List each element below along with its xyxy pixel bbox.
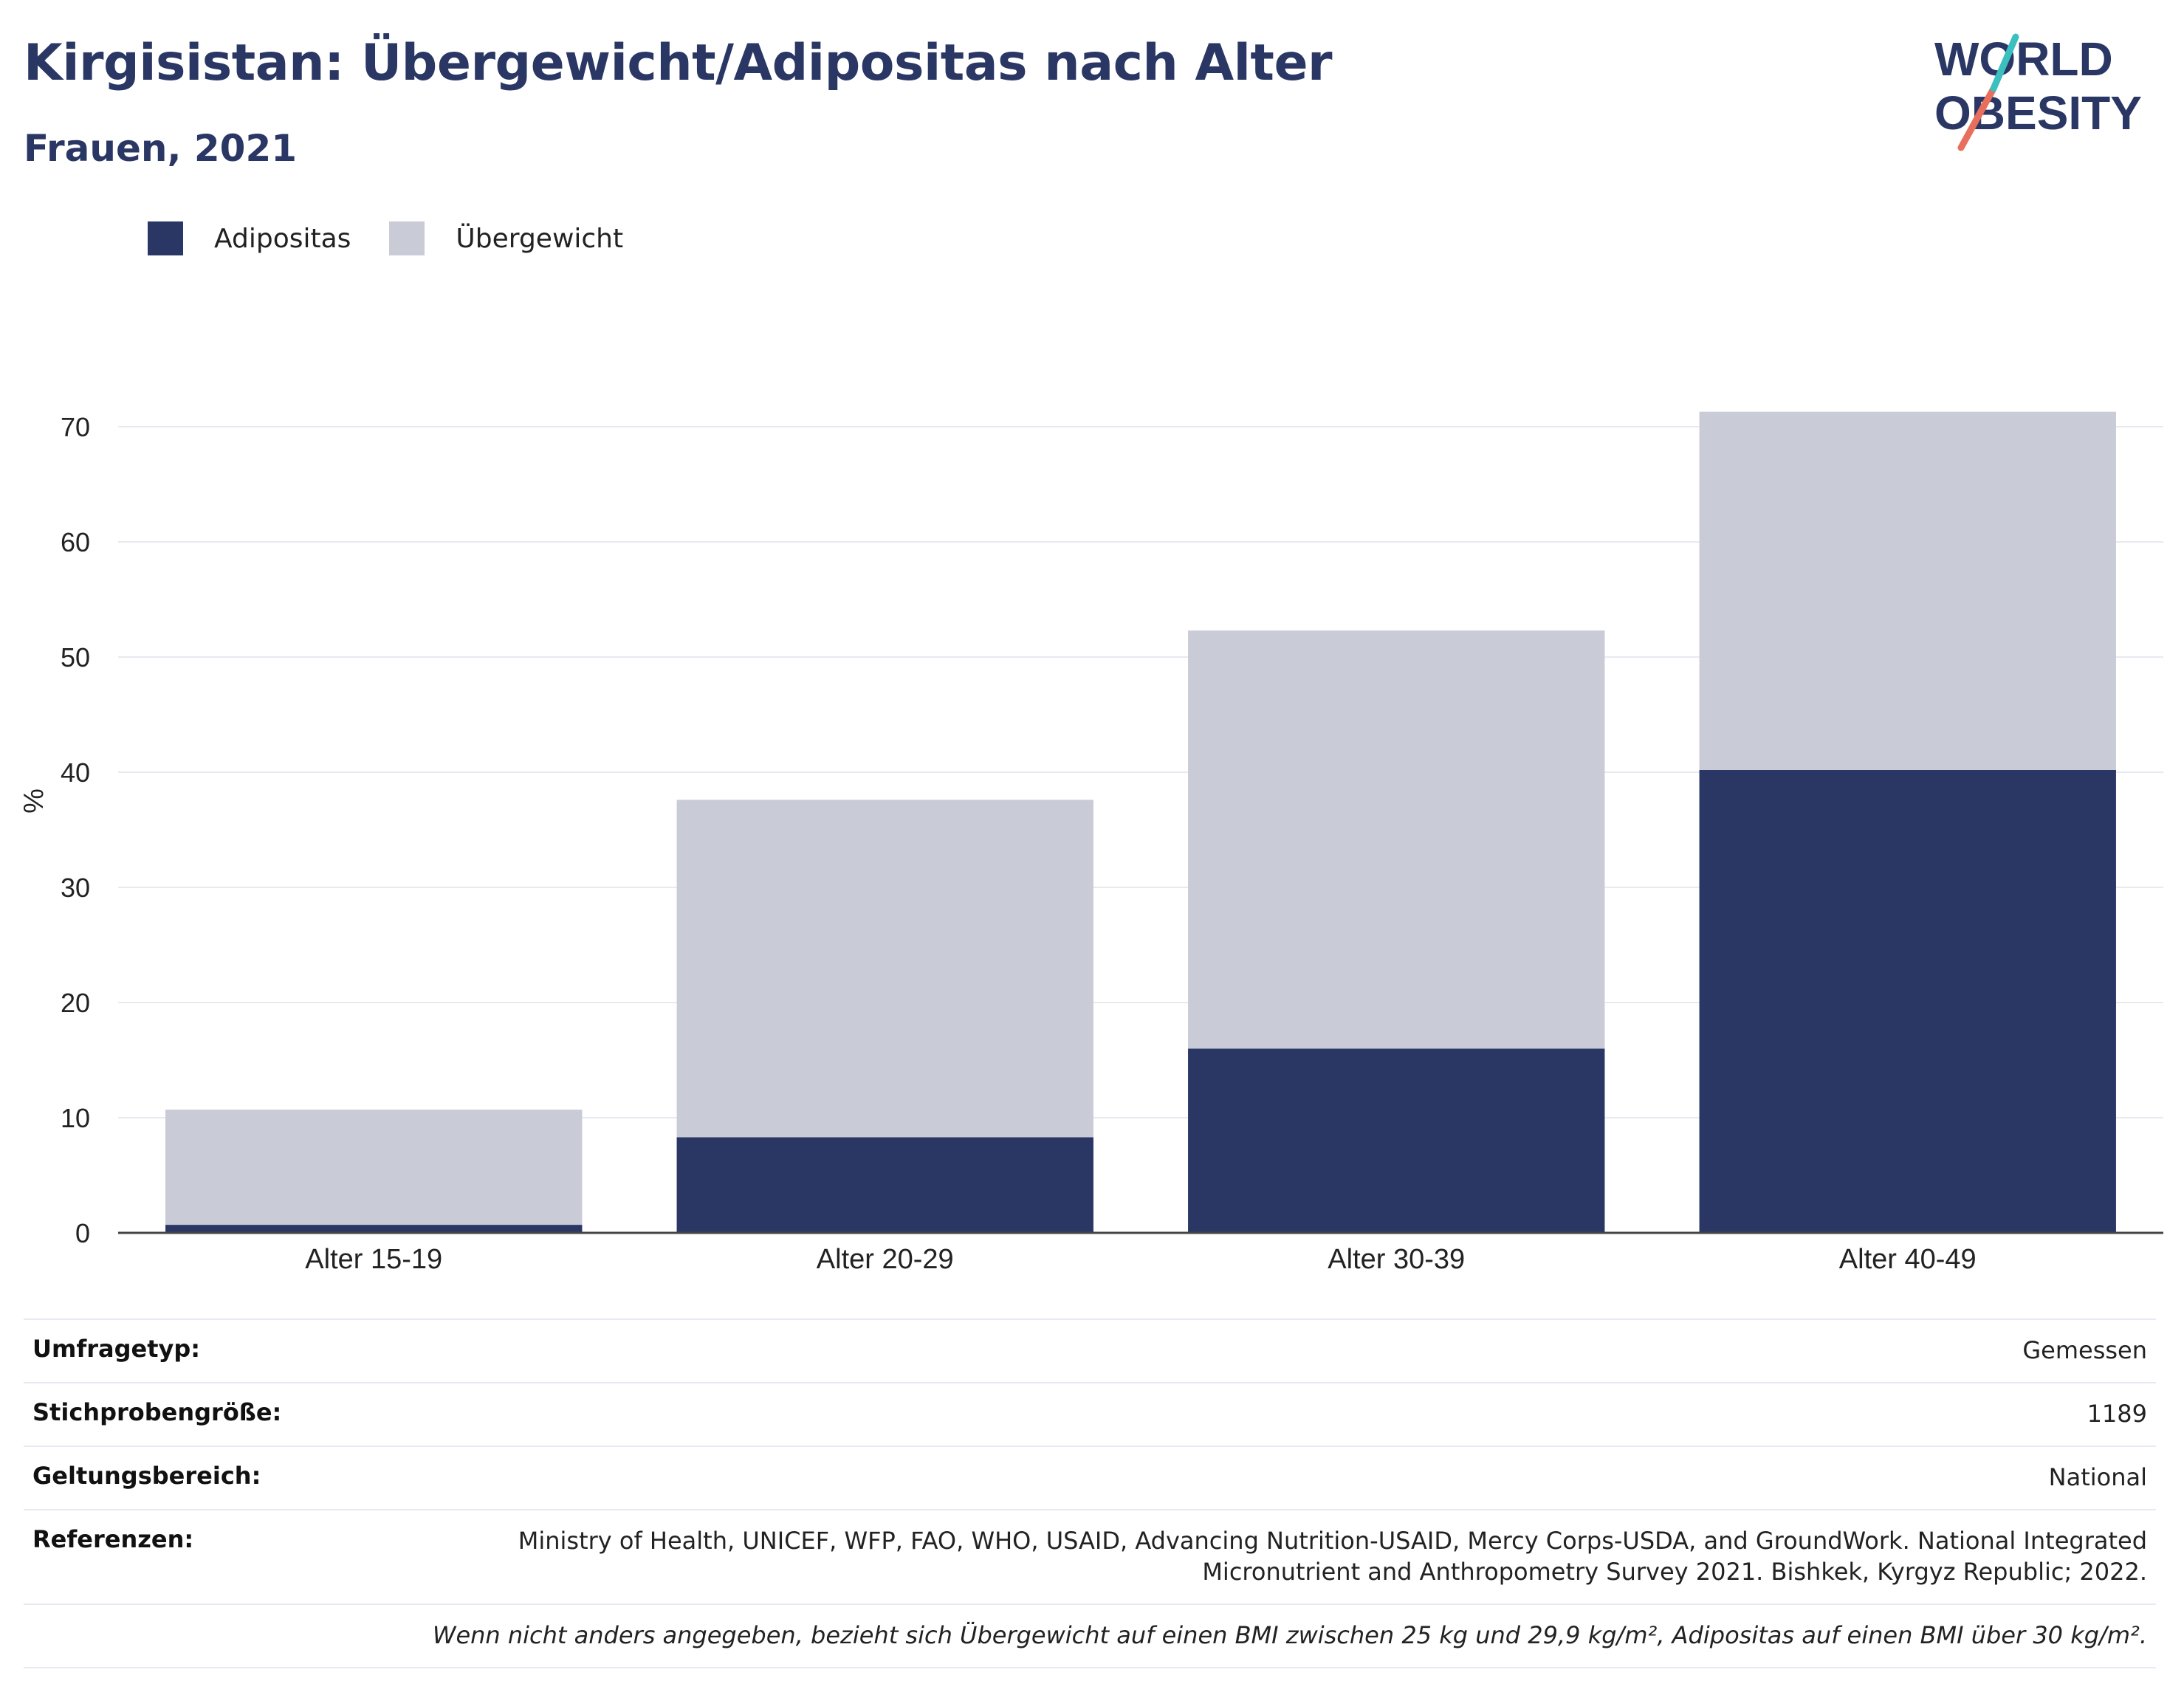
- bmi-footnote: Wenn nicht anders angegeben, bezieht sic…: [24, 1603, 2156, 1668]
- info-row-survey-type: Umfragetyp: Gemessen: [24, 1318, 2156, 1382]
- bar-segment-adipositas: [165, 1225, 583, 1233]
- info-label: Umfragetyp:: [32, 1335, 201, 1363]
- y-axis-ticks: 0 10 20 30 40 50 60 70: [61, 412, 90, 1248]
- x-axis-ticks: Alter 15-19 Alter 20-29 Alter 30-39 Alter 4…: [305, 1244, 1976, 1275]
- info-value: Ministry of Health, UNICEF, WFP, FAO, WH…: [518, 1527, 2147, 1586]
- bar-segment--bergewicht: [165, 1110, 583, 1225]
- y-tick-label: 60: [61, 527, 90, 557]
- y-tick-label: 70: [61, 412, 90, 442]
- bar-segment-adipositas: [676, 1137, 1093, 1233]
- info-value: National: [2048, 1463, 2147, 1491]
- info-label: Geltungsbereich:: [32, 1462, 261, 1490]
- bar-segment-adipositas: [1699, 769, 2116, 1233]
- info-row-references: Referenzen: Ministry of Health, UNICEF, …: [24, 1509, 2156, 1603]
- legend-label-uebergewicht: Übergewicht: [456, 223, 624, 254]
- legend-label-adipositas: Adipositas: [214, 223, 351, 254]
- bar-segment--bergewicht: [1699, 411, 2116, 770]
- info-table: Umfragetyp: Gemessen Stichprobengröße: 1…: [24, 1318, 2156, 1668]
- y-tick-label: 20: [61, 988, 90, 1018]
- chart-bars: [165, 411, 2116, 1233]
- x-tick-label: Alter 30-39: [1328, 1244, 1465, 1275]
- y-tick-label: 40: [61, 757, 90, 788]
- y-tick-label: 30: [61, 873, 90, 903]
- info-label: Referenzen:: [32, 1525, 194, 1553]
- y-tick-label: 50: [61, 642, 90, 673]
- world-obesity-logo: WORLD OBESITY: [1934, 32, 2142, 151]
- bar-segment-adipositas: [1188, 1048, 1605, 1233]
- logo-line1: WORLD: [1934, 32, 2113, 86]
- bar-segment--bergewicht: [676, 800, 1093, 1138]
- chart-title: Kirgisistan: Übergewicht/Adipositas nach…: [24, 34, 1333, 92]
- info-value: Gemessen: [2022, 1336, 2147, 1364]
- bar-segment--bergewicht: [1188, 630, 1605, 1049]
- legend-swatch-adipositas: [148, 221, 183, 255]
- info-row-sample-size: Stichprobengröße: 1189: [24, 1382, 2156, 1445]
- y-axis-label: %: [18, 788, 49, 814]
- info-value: 1189: [2087, 1400, 2147, 1428]
- y-tick-label: 0: [75, 1218, 90, 1248]
- info-label: Stichprobengröße:: [32, 1398, 282, 1426]
- legend-swatch-uebergewicht: [389, 221, 425, 255]
- x-tick-label: Alter 15-19: [305, 1244, 442, 1275]
- chart-subtitle: Frauen, 2021: [24, 127, 298, 170]
- info-row-scope: Geltungsbereich: National: [24, 1445, 2156, 1509]
- y-tick-label: 10: [61, 1103, 90, 1133]
- x-tick-label: Alter 20-29: [817, 1244, 954, 1275]
- x-tick-label: Alter 40-49: [1839, 1244, 1977, 1275]
- legend-item-uebergewicht: Übergewicht: [389, 221, 623, 255]
- chart-legend: Adipositas Übergewicht: [148, 221, 662, 255]
- legend-item-adipositas: Adipositas: [148, 221, 351, 255]
